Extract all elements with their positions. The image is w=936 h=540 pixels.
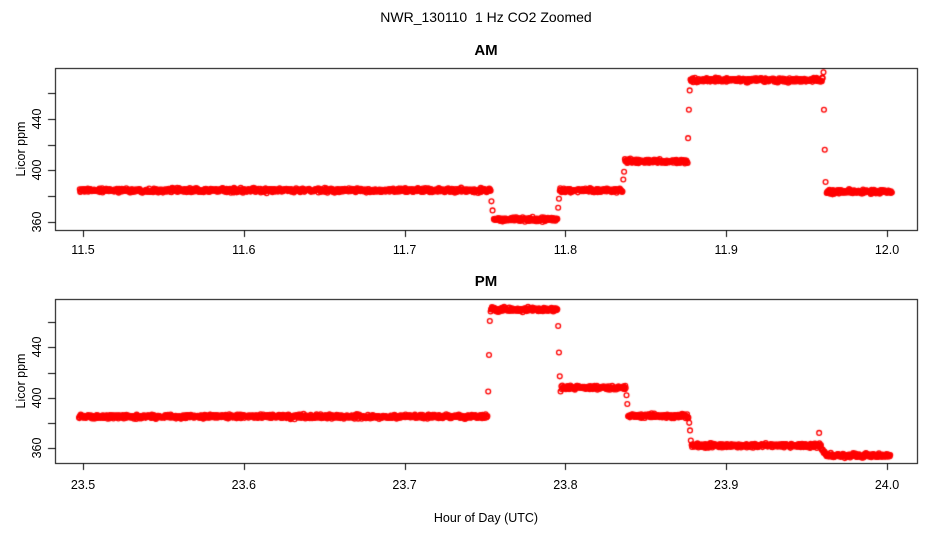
y-tick-label: 440 xyxy=(30,337,44,358)
y-tick-label: 440 xyxy=(30,108,44,130)
x-tick-label: 11.8 xyxy=(553,243,578,257)
x-tick-label: 23.8 xyxy=(553,478,578,492)
panel-title-pm: PM xyxy=(474,273,498,290)
x-tick-label: 23.7 xyxy=(392,478,417,492)
y-axis-label-am: Licor ppm xyxy=(14,121,28,177)
y-axis-label-pm: Licor ppm xyxy=(14,353,28,409)
chart-title: NWR_130110 1 Hz CO2 Zoomed xyxy=(380,9,592,25)
x-tick-label: 23.5 xyxy=(70,478,96,492)
y-tick-label: 400 xyxy=(30,387,44,409)
x-tick-label: 23.9 xyxy=(714,478,739,492)
y-tick-label: 360 xyxy=(30,211,44,233)
x-tick-label: 23.6 xyxy=(231,478,256,492)
x-tick-label: 11.6 xyxy=(232,243,256,257)
x-tick-label: 11.9 xyxy=(714,243,738,257)
x-tick-label: 11.7 xyxy=(392,243,417,257)
y-tick-label: 360 xyxy=(30,437,44,459)
x-tick-label: 24.0 xyxy=(874,478,900,492)
x-tick-label: 11.5 xyxy=(71,243,95,257)
x-tick-label: 12.0 xyxy=(874,243,900,257)
y-tick-label: 400 xyxy=(30,159,44,181)
panel-title-am: AM xyxy=(474,42,498,59)
x-axis-label: Hour of Day (UTC) xyxy=(433,511,539,525)
